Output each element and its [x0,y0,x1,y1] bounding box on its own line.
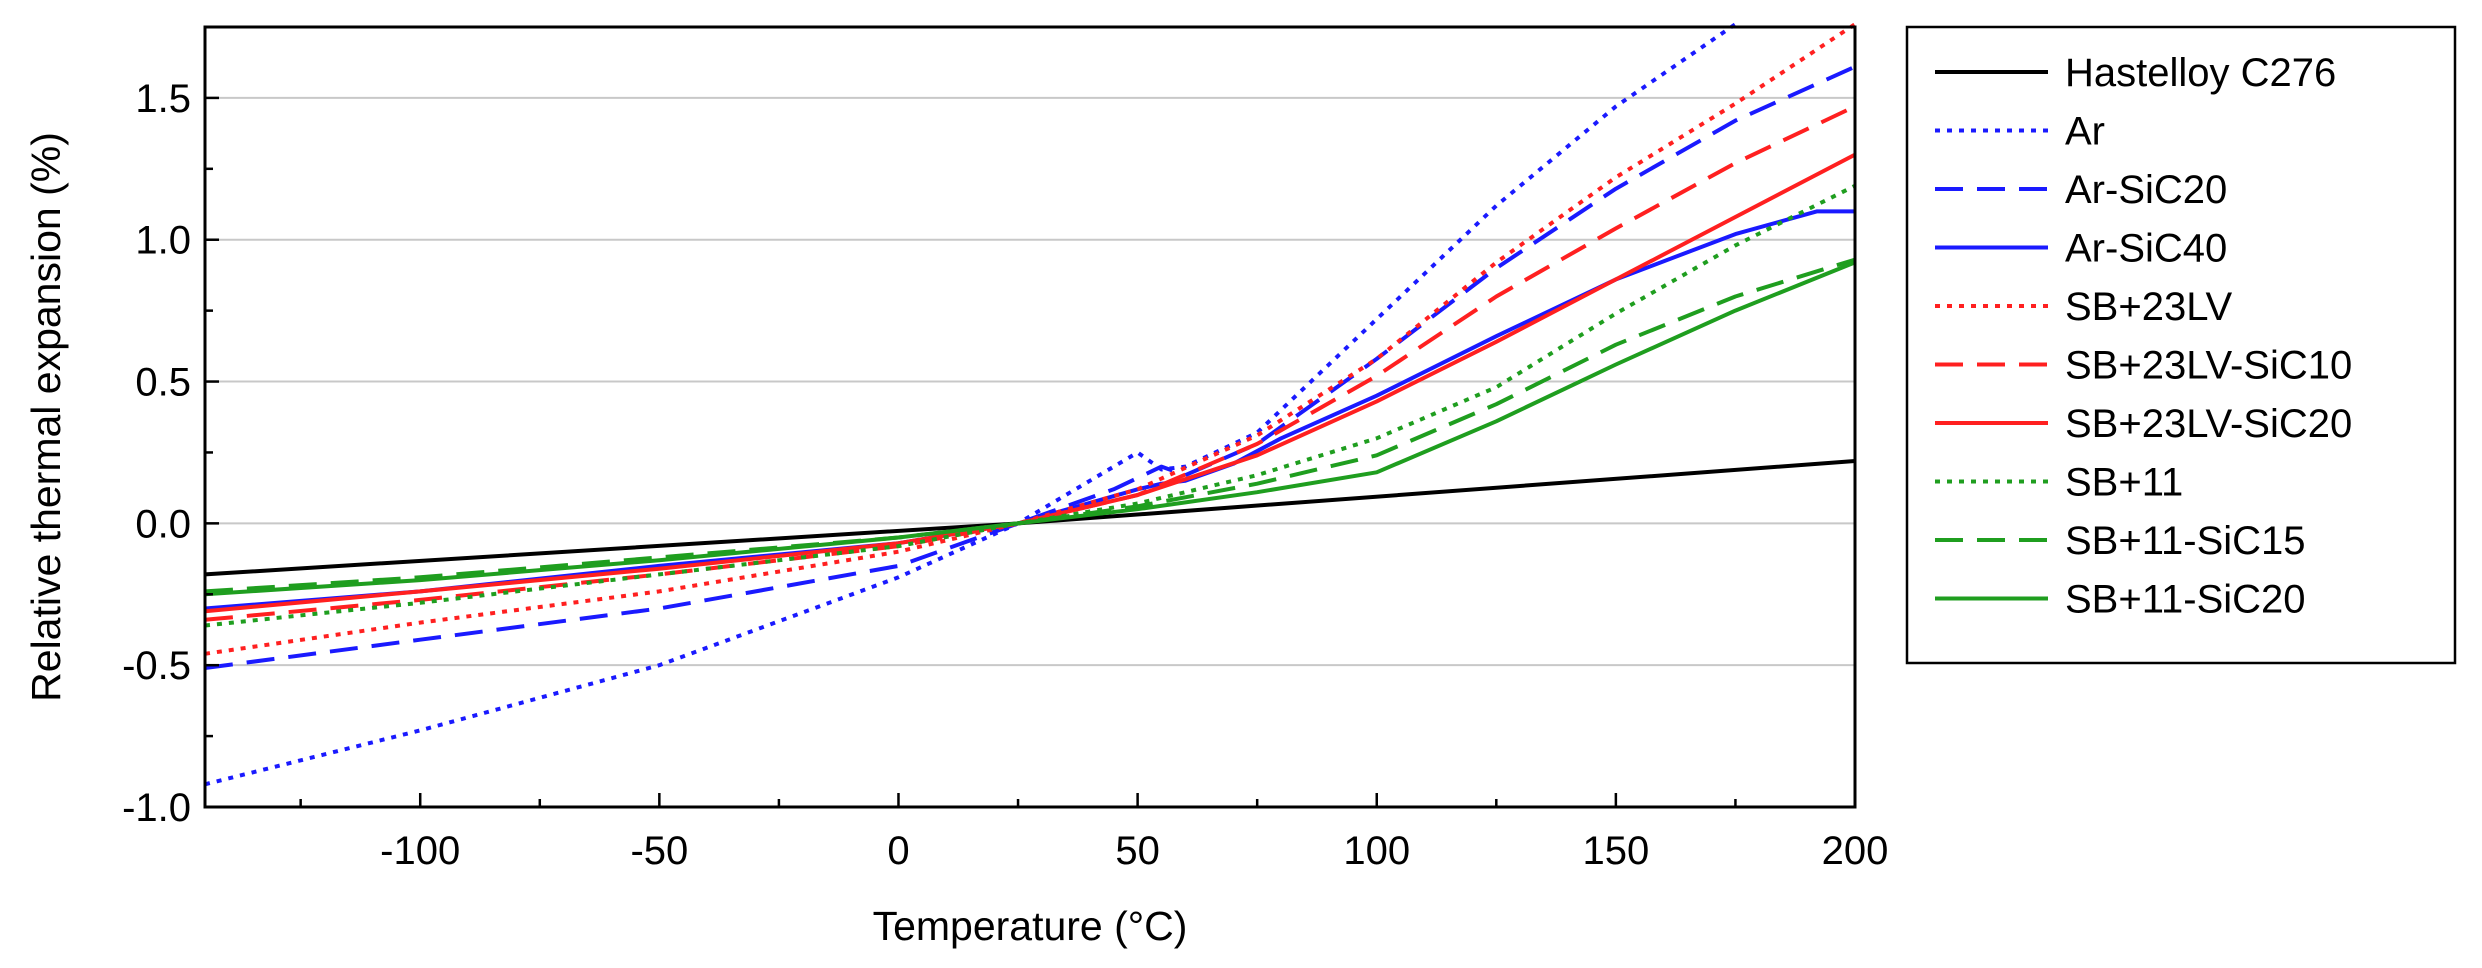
legend-label: SB+11-SiC15 [2065,519,2306,563]
legend: Hastelloy C276 Ar Ar-SiC20 Ar-SiC40 SB+23LV S… [1905,25,2457,665]
x-axis-title: Temperature (°C) [873,903,1188,949]
series-line-sb-11-sic20 [204,260,1856,597]
x-tick-label: 100 [1343,829,1410,873]
legend-label: Ar [2065,110,2105,154]
y-tick-label: 0.5 [135,361,191,405]
x-tick-label: 200 [1822,829,1889,873]
y-tick-label: 0.0 [135,502,191,546]
legend-label: SB+11 [2065,461,2183,505]
series-lines [204,22,1857,787]
series-line-sb-23lv-sic20 [204,152,1856,614]
x-tick-label: 50 [1115,829,1160,873]
gridlines [205,96,1855,667]
y-tick-label: -0.5 [122,644,191,688]
legend-label: Ar-SiC40 [2065,227,2227,271]
legend-label: SB+23LV-SiC20 [2065,402,2352,446]
plot-frame [203,25,1857,809]
series-line-ar-sic40 [204,209,1855,611]
series-line-sb-11-sic15 [204,257,1856,594]
legend-box [1905,25,2457,665]
y-axis: -1.0 -0.5 0.0 0.5 1.0 1.5 [122,25,219,830]
legend-label: Hastelloy C276 [2065,51,2336,95]
y-tick-label: 1.0 [135,219,191,263]
x-axis: -100 -50 0 50 100 150 200 [299,793,1889,873]
series-line-ar [204,22,1737,787]
x-tick-label: 150 [1582,829,1649,873]
x-tick-label: -50 [630,829,688,873]
y-tick-label: -1.0 [122,786,191,830]
legend-label: Ar-SiC20 [2065,168,2227,212]
y-tick-label: 1.5 [135,77,191,121]
legend-label: SB+11-SiC20 [2065,578,2306,622]
legend-label: SB+23LV [2065,285,2232,329]
y-axis-title: Relative thermal expansion (%) [23,132,69,702]
x-tick-label: 0 [887,829,909,873]
series-line-sb-23lv-sic10 [204,104,1856,622]
x-tick-label: -100 [380,829,460,873]
legend-label: SB+23LV-SiC10 [2065,344,2352,388]
